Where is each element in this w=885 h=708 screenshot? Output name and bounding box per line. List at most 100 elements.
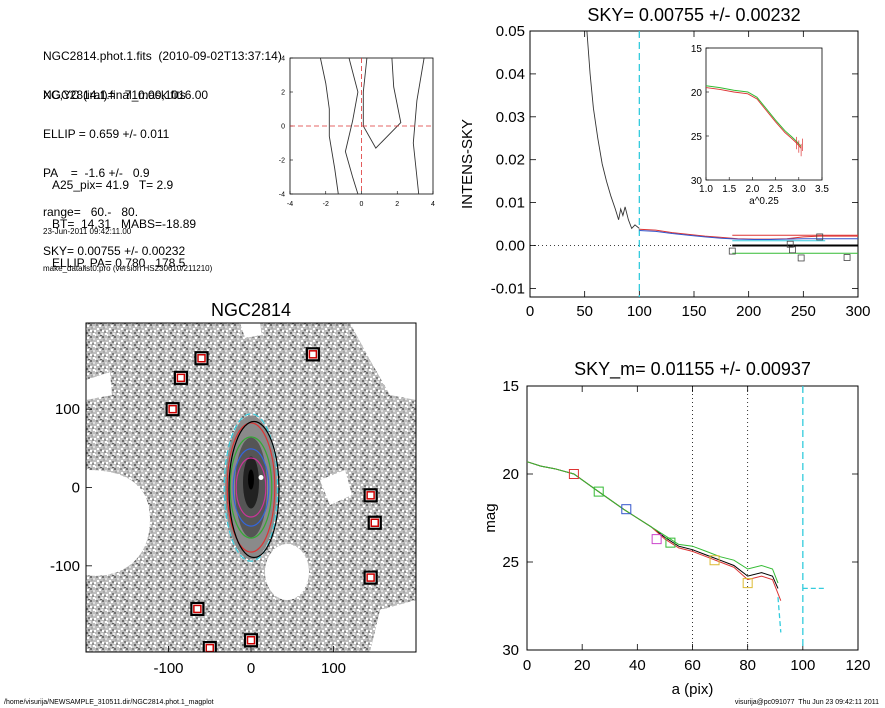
inset-x-tick-label: 1.0 <box>699 184 713 195</box>
sky-y-label: INTENS-SKY <box>459 119 476 209</box>
contour-line <box>412 57 425 195</box>
mag-x-tick-label: 80 <box>739 657 756 674</box>
blank-region <box>86 470 150 576</box>
star <box>258 475 264 480</box>
contour-line <box>344 57 359 195</box>
contour-y-tick-label: 0 <box>281 124 285 131</box>
inset-green-line <box>705 85 802 147</box>
sky-x-tick-label: 250 <box>791 303 816 320</box>
contour-x-tick-label: 4 <box>431 201 435 208</box>
mag-y-label: mag <box>482 503 499 532</box>
sky-x-tick-label: 300 <box>845 303 870 320</box>
ellip-pa-line: ELLIP, PA= 0.780 178.5 <box>52 256 186 270</box>
mag-cyan-segment <box>777 597 782 633</box>
mag-x-tick-label: 20 <box>574 657 591 674</box>
sky-marker <box>843 254 851 261</box>
bt-line: BT= 14.31 MABS=-18.89 <box>52 217 197 231</box>
a25-line: A25_pix= 41.9 T= 2.9 <box>52 178 174 192</box>
mask-box-inner <box>246 636 256 645</box>
image-y-tick-label: -100 <box>50 558 80 575</box>
contour-plot: -4 -2 0 2 4 -4 -2 0 2 4 <box>279 56 435 209</box>
sky-marker <box>816 233 824 241</box>
mag-y-tick-label: 20 <box>502 466 519 483</box>
mag-marker <box>742 578 753 589</box>
sky-line: SKY= 0.00755 +/- 0.00232 <box>43 244 186 258</box>
mag-x-tick-label: 40 <box>629 657 646 674</box>
fits-file-line: NGC2814.phot.1.fits (2010-09-02T13:37:14… <box>43 49 282 63</box>
mag-marker <box>651 534 662 545</box>
image-x-tick-label: 0 <box>247 660 255 677</box>
date-line: 23-Jun-2011 09:42:11.00 <box>43 227 132 236</box>
mag-y-tick-label: 30 <box>502 642 519 659</box>
ellip-line: ELLIP = 0.659 +/- 0.011 <box>43 127 170 141</box>
sky-x-tick-label: 50 <box>576 303 593 320</box>
image-content <box>86 323 416 652</box>
sky-y-tick-label: 0.05 <box>496 23 525 40</box>
mag-marker <box>593 486 604 497</box>
contour-y-tick-label: -4 <box>279 192 285 199</box>
blank-region <box>240 323 262 338</box>
mask-box-inner <box>370 518 379 527</box>
blank-region <box>265 544 309 600</box>
mag-profile-line <box>526 461 779 589</box>
contour-line <box>362 57 402 149</box>
blank-region <box>350 323 416 400</box>
isophote-ellipse <box>229 436 273 539</box>
isophote-ellipse <box>235 457 267 518</box>
contour-y-tick-label: -2 <box>279 158 285 165</box>
sky-x-tick-label: 200 <box>736 303 761 320</box>
image-x-tick-label: 100 <box>321 660 346 677</box>
isophote-ellipse <box>226 422 276 553</box>
mask-box-inner <box>176 373 186 383</box>
galaxy-nucleus <box>248 469 254 490</box>
image-title: NGC2814 <box>211 300 291 320</box>
pa-line: PA = -1.6 +/- 0.9 <box>43 166 150 180</box>
isophote-ellipse <box>232 448 270 527</box>
mag-y-tick-label: 25 <box>502 554 519 571</box>
sky-y-tick-label: 0.03 <box>496 109 525 126</box>
image-y-tick-label: 0 <box>72 480 80 497</box>
sky-marker <box>728 247 736 255</box>
blank-region <box>370 600 416 652</box>
contour-x-tick-label: -2 <box>323 201 329 208</box>
mag-title: SKY_m= 0.01155 +/- 0.00937 <box>574 359 811 380</box>
contour-y-tick-label: 4 <box>281 56 285 63</box>
contour-y-tick-label: 2 <box>281 90 285 97</box>
mask-box-inner <box>366 573 375 582</box>
inset-y-tick-label: 15 <box>691 44 703 55</box>
mag-x-label: a (pix) <box>672 681 714 698</box>
magnitude-profile-plot: SKY_m= 0.01155 +/- 0.00937 0 20 40 60 80 100 12… <box>482 359 871 698</box>
galaxy-image-plot: NGC2814 -100 0 100 -100 0 100 <box>50 300 417 677</box>
mag-marker <box>709 555 720 566</box>
sky-x-tick-label: 150 <box>681 303 706 320</box>
inset-x-label: a^0.25 <box>749 196 779 207</box>
program-line: make_datalist0.pro (version HS230610/211… <box>43 264 213 273</box>
footer-user: visurija@pc091077 Thu Jun 23 09:42:11 20… <box>734 699 879 706</box>
sky-step-red <box>639 228 858 240</box>
mag-marker <box>568 469 579 479</box>
inset-x-tick-label: 3.0 <box>792 184 806 195</box>
inset-y-tick-label: 25 <box>691 132 703 143</box>
contour-x-tick-label: 0 <box>360 201 364 208</box>
mag-marker <box>665 537 676 548</box>
sky-marker <box>797 254 805 262</box>
mag-marker <box>621 504 632 515</box>
mag-x-tick-label: 60 <box>684 657 701 674</box>
mag-profile-line <box>526 461 779 584</box>
contour-x-tick-label: -4 <box>287 201 293 208</box>
inset-x-tick-label: 2.0 <box>745 184 759 195</box>
sky-profile-line <box>586 30 640 230</box>
mask-box-outer <box>202 640 217 652</box>
sky-marker <box>786 240 794 248</box>
mag-x-tick-label: 0 <box>523 657 531 674</box>
contour-line <box>319 57 339 195</box>
isophote-ellipse <box>223 413 279 562</box>
footer-path: /home/visurija/NEWSAMPLE_310511.dir/NGC2… <box>4 699 214 706</box>
mask-box-inner <box>197 354 206 363</box>
inset-x-tick-label: 2.5 <box>769 184 783 195</box>
range-line: range= 60.- 80. <box>43 205 139 219</box>
sky-title: SKY= 0.00755 +/- 0.00232 <box>587 5 800 25</box>
image-y-tick-label: 100 <box>55 401 80 418</box>
fit-params: XC,YC (iraf)= 710.00,1016.00 ELLIP = 0.6… <box>43 63 208 271</box>
sky-marker <box>789 246 796 254</box>
